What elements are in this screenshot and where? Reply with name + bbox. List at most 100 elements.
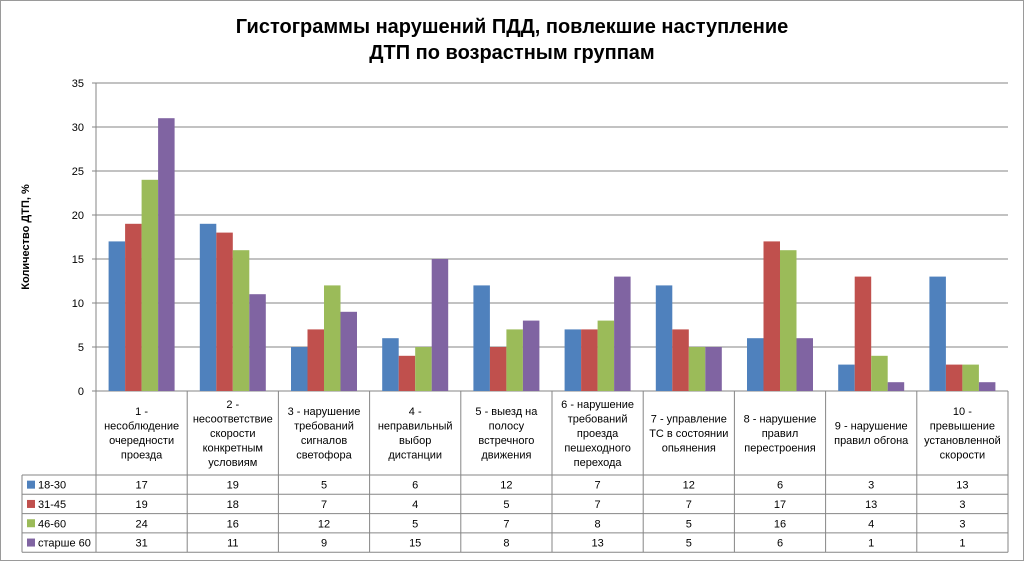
x-tick-label: опьянения xyxy=(662,442,716,454)
x-tick-label: скорости xyxy=(210,428,255,440)
bar xyxy=(564,329,582,391)
data-label: 12 xyxy=(683,480,695,492)
bar xyxy=(780,250,797,391)
bar xyxy=(838,364,855,391)
data-label: 12 xyxy=(318,518,330,530)
bar xyxy=(431,259,449,391)
bar xyxy=(199,223,217,391)
data-label: 6 xyxy=(412,480,418,492)
data-label: 3 xyxy=(959,499,965,511)
legend-key xyxy=(27,480,35,489)
bar xyxy=(307,329,324,391)
y-tick-label: 15 xyxy=(72,254,84,266)
bar xyxy=(249,294,266,391)
data-label: 3 xyxy=(959,518,965,530)
x-tick-label: конкретным xyxy=(203,442,263,454)
x-tick-label: очередности xyxy=(109,435,174,447)
bar xyxy=(125,223,142,391)
x-tick-label: установленной xyxy=(924,435,1001,447)
bar xyxy=(978,382,996,391)
x-tick-label: встречного xyxy=(478,435,534,447)
data-label: 5 xyxy=(321,480,327,492)
x-tick-label: превышение xyxy=(930,421,995,433)
data-label: 13 xyxy=(865,499,877,511)
data-label: 6 xyxy=(777,480,783,492)
data-label: 5 xyxy=(686,518,692,530)
x-tick-label: 9 - нарушение xyxy=(835,421,908,433)
x-tick-label: 2 - xyxy=(226,399,239,411)
bar xyxy=(597,320,615,391)
data-label: 19 xyxy=(227,480,239,492)
y-tick-label: 20 xyxy=(72,210,84,222)
bar xyxy=(108,241,126,391)
bar xyxy=(232,250,250,391)
chart-title-line-1: Гистограммы нарушений ПДД, повлекшие нас… xyxy=(235,16,789,38)
x-tick-label: 5 - выезд на xyxy=(475,406,538,418)
bar xyxy=(672,329,689,391)
y-tick-label: 0 xyxy=(78,386,84,398)
legend-label: 46-60 xyxy=(38,518,66,530)
y-tick-label: 35 xyxy=(72,78,84,90)
x-tick-label: движения xyxy=(481,450,531,462)
bar xyxy=(747,338,764,391)
bar xyxy=(688,347,706,391)
bar xyxy=(614,276,631,391)
bar xyxy=(929,276,946,391)
data-label: 17 xyxy=(774,499,786,511)
x-tick-label: 4 - xyxy=(409,406,422,418)
x-tick-label: полосу xyxy=(489,421,525,433)
data-label: 9 xyxy=(321,538,327,550)
data-label: 7 xyxy=(595,499,601,511)
data-label: 8 xyxy=(503,538,509,550)
x-tick-label: условиям xyxy=(208,457,257,469)
x-tick-label: дистанции xyxy=(388,450,442,462)
data-label: 5 xyxy=(412,518,418,530)
data-label: 1 xyxy=(868,538,874,550)
x-tick-label: неправильный xyxy=(378,421,453,433)
data-label: 19 xyxy=(135,499,147,511)
data-label: 11 xyxy=(227,538,238,550)
x-tick-label: проезда xyxy=(121,450,163,462)
data-label: 12 xyxy=(500,480,512,492)
data-label: 4 xyxy=(868,518,874,530)
data-label: 7 xyxy=(503,518,509,530)
x-tick-label: пешеходного xyxy=(564,442,631,454)
x-tick-label: 7 - управление xyxy=(651,413,727,425)
y-tick-label: 5 xyxy=(78,342,84,354)
x-tick-label: ТС в состоянии xyxy=(649,428,728,440)
data-label: 7 xyxy=(686,499,692,511)
data-label: 7 xyxy=(321,499,327,511)
legend-key xyxy=(27,499,35,508)
bar xyxy=(415,347,432,391)
x-tick-label: скорости xyxy=(940,450,985,462)
bar xyxy=(324,285,341,391)
legend-label: 18-30 xyxy=(38,480,66,492)
data-label: 5 xyxy=(503,499,509,511)
x-tick-label: перехода xyxy=(574,457,623,469)
bar xyxy=(141,179,159,391)
legend-label: 31-45 xyxy=(38,499,66,511)
bar xyxy=(340,311,357,391)
data-label: 17 xyxy=(135,480,147,492)
data-label: 8 xyxy=(595,518,601,530)
bar xyxy=(216,232,233,391)
bar xyxy=(489,347,507,391)
bar xyxy=(705,347,722,391)
bar xyxy=(581,329,598,391)
bar xyxy=(158,118,175,391)
data-label: 1 xyxy=(959,538,965,550)
x-tick-label: сигналов xyxy=(301,435,348,447)
x-tick-label: 3 - нарушение xyxy=(288,406,361,418)
data-label: 5 xyxy=(686,538,692,550)
x-tick-label: 1 - xyxy=(135,406,148,418)
chart-title-line-2: ДТП по возрастным группам xyxy=(369,42,655,64)
chart-title: Гистограммы нарушений ПДД, повлекшие нас… xyxy=(0,14,1024,66)
x-tick-label: проезда xyxy=(577,428,619,440)
x-tick-label: несоответствие xyxy=(193,413,273,425)
legend-label: старше 60 xyxy=(38,538,91,550)
bar xyxy=(506,329,523,391)
x-tick-label: 8 - нарушение xyxy=(744,413,817,425)
x-tick-label: требований xyxy=(294,421,354,433)
data-label: 16 xyxy=(774,518,786,530)
